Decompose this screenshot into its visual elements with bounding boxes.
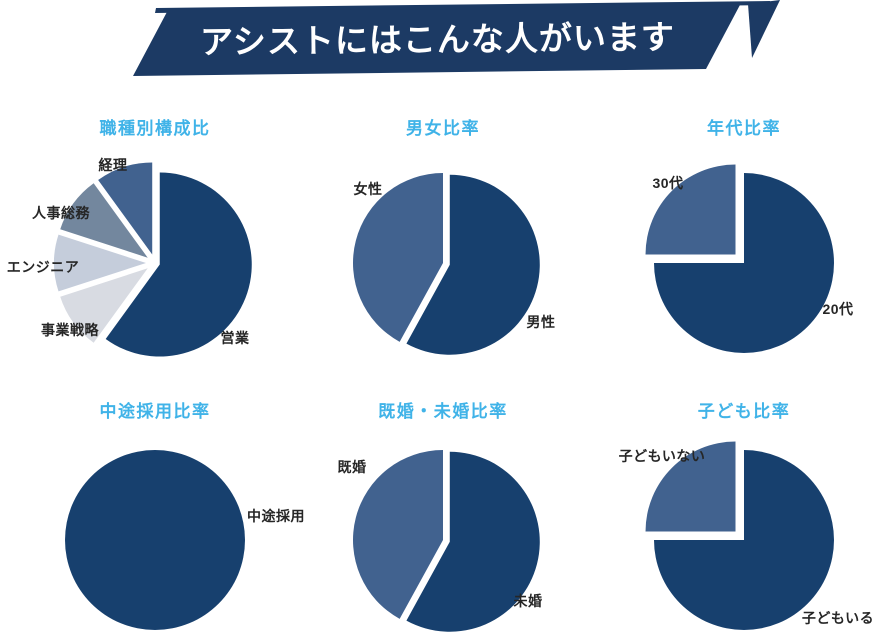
chart-job-composition: 職種別構成比 営業 事業戦略 エンジニア 人事総務 経理 xyxy=(7,113,285,375)
pie-slice xyxy=(645,441,736,532)
chart-title: 年代比率 xyxy=(707,119,781,138)
chart-age-ratio: 年代比率 20代 30代 xyxy=(614,113,872,375)
pie-slice xyxy=(98,162,153,255)
pie-svg xyxy=(353,173,540,355)
slice-label: 子どもいない xyxy=(618,448,706,464)
slice-label: エンジニア xyxy=(6,259,80,275)
chart-marriage-ratio: 既婚・未婚比率 未婚 既婚 xyxy=(313,396,573,640)
slice-label: 中途採用 xyxy=(247,508,305,524)
pie-children-ratio: 子どもいる 子どもいない xyxy=(614,428,872,640)
slice-label: 女性 xyxy=(353,181,383,197)
page-title: アシストにはこんな人がいます xyxy=(199,18,676,61)
slice-label: 事業戦略 xyxy=(41,322,99,338)
slice-label: 既婚 xyxy=(337,459,367,475)
chart-midcareer-ratio: 中途採用比率 中途採用 xyxy=(25,396,305,640)
pie-slice xyxy=(353,450,443,619)
pie-svg xyxy=(54,162,252,357)
slice-label: 未婚 xyxy=(513,593,543,609)
pie-slice xyxy=(645,164,736,255)
banner-background xyxy=(133,3,741,76)
pie-slice xyxy=(406,174,540,355)
slice-label: 人事総務 xyxy=(32,205,90,221)
pie-slice xyxy=(654,173,834,353)
pie-slice xyxy=(654,450,834,630)
pie-slice xyxy=(353,173,443,342)
pie-slice xyxy=(60,183,148,258)
slice-label: 男性 xyxy=(526,314,556,330)
pie-svg xyxy=(645,164,834,353)
pie-midcareer-ratio: 中途採用 xyxy=(25,428,305,640)
slice-label: 20代 xyxy=(822,301,854,317)
chart-title: 中途採用比率 xyxy=(99,402,211,421)
pie-slice xyxy=(105,172,252,357)
header-banner: アシストにはこんな人がいます xyxy=(0,0,872,95)
pie-slice xyxy=(60,268,148,343)
pie-slice xyxy=(54,234,146,292)
pie-slice xyxy=(406,451,540,632)
slice-label: 30代 xyxy=(652,175,684,191)
pie-svg xyxy=(65,450,245,630)
chart-title: 既婚・未婚比率 xyxy=(378,402,508,421)
pie-job-composition: 営業 事業戦略 エンジニア 人事総務 経理 xyxy=(7,145,285,375)
slice-label: 子どもいる xyxy=(801,610,872,626)
slice-label: 経理 xyxy=(98,157,128,173)
pie-svg xyxy=(645,441,834,630)
chart-title: 男女比率 xyxy=(406,119,480,138)
chart-title: 子ども比率 xyxy=(697,402,791,421)
pie-svg xyxy=(353,450,540,632)
pie-gender-ratio: 男性 女性 xyxy=(313,145,573,375)
pie-age-ratio: 20代 30代 xyxy=(614,145,872,375)
chart-gender-ratio: 男女比率 男性 女性 xyxy=(313,113,573,375)
pie-marriage-ratio: 未婚 既婚 xyxy=(313,428,573,640)
pie-slice xyxy=(65,450,245,630)
slice-label: 営業 xyxy=(220,330,250,346)
chart-title: 職種別構成比 xyxy=(99,119,211,138)
chart-children-ratio: 子ども比率 子どもいる 子どもいない xyxy=(614,396,872,640)
